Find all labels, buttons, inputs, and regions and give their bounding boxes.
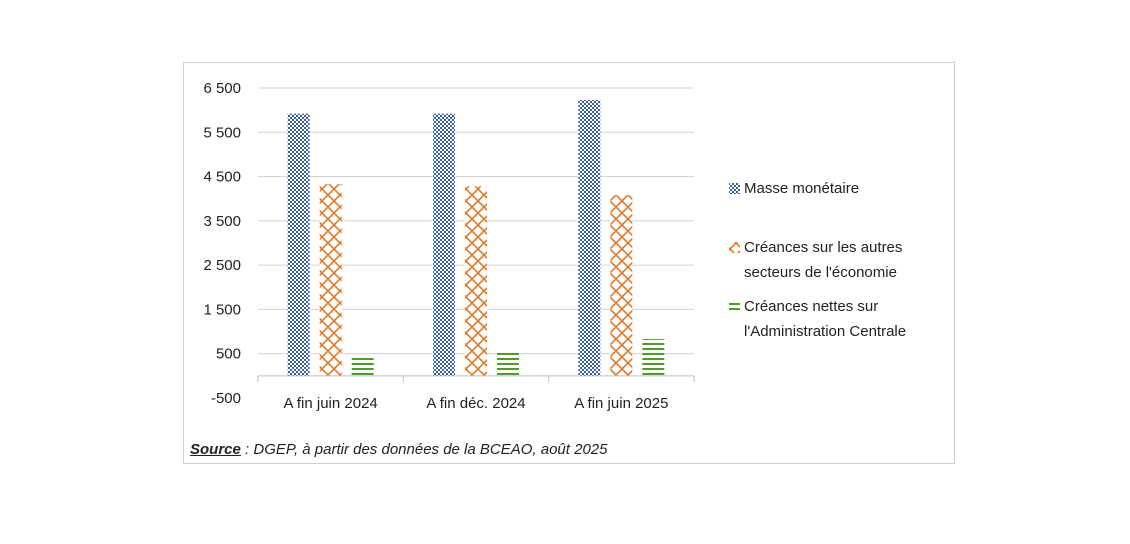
source-label: Source <box>190 441 241 458</box>
legend-swatch <box>729 242 740 253</box>
bar <box>578 99 601 376</box>
source-text: : DGEP, à partir des données de la BCEAO… <box>240 441 608 458</box>
category-labels: A fin juin 2024 A fin déc. 2024 A fin juin… <box>284 395 669 412</box>
y-tick-label: 5 500 <box>203 124 241 141</box>
bar <box>287 113 310 376</box>
chart-frame: 6 500 5 500 4 500 3 500 2 500 1 500 500 -500 A … <box>183 62 955 464</box>
bar <box>319 184 342 376</box>
legend-swatch <box>729 183 740 194</box>
legend-label: l'Administration Centrale <box>744 323 906 340</box>
bar <box>610 195 633 376</box>
legend-label: Créances sur les autres <box>744 239 902 256</box>
bar <box>497 350 519 376</box>
source-note: Source : DGEP, à partir des données de l… <box>190 441 607 458</box>
y-tick-label: 2 500 <box>203 257 241 274</box>
y-tick-label: 1 500 <box>203 301 241 318</box>
x-category-label: A fin juin 2025 <box>574 395 668 412</box>
legend-label: Créances nettes sur <box>744 298 878 315</box>
legend: Masse monétaire Créances sur les autres se… <box>729 180 906 340</box>
bars <box>287 99 665 376</box>
y-axis-ticks: 6 500 5 500 4 500 3 500 2 500 1 500 500 -500 <box>203 80 241 407</box>
x-axis <box>257 375 695 382</box>
bar <box>433 113 455 376</box>
y-tick-label: -500 <box>211 390 241 407</box>
y-tick-label: 6 500 <box>203 80 241 97</box>
legend-swatch <box>729 301 740 312</box>
y-tick-label: 3 500 <box>203 213 241 230</box>
bar <box>351 357 374 376</box>
bar <box>465 186 487 376</box>
bar-chart: 6 500 5 500 4 500 3 500 2 500 1 500 500 -500 A … <box>203 80 906 412</box>
x-category-label: A fin déc. 2024 <box>426 395 525 412</box>
y-tick-label: 500 <box>216 346 241 363</box>
bar <box>642 339 665 376</box>
x-category-label: A fin juin 2024 <box>284 395 378 412</box>
legend-label: secteurs de l'économie <box>744 264 897 281</box>
legend-label: Masse monétaire <box>744 180 859 197</box>
y-tick-label: 4 500 <box>203 169 241 186</box>
